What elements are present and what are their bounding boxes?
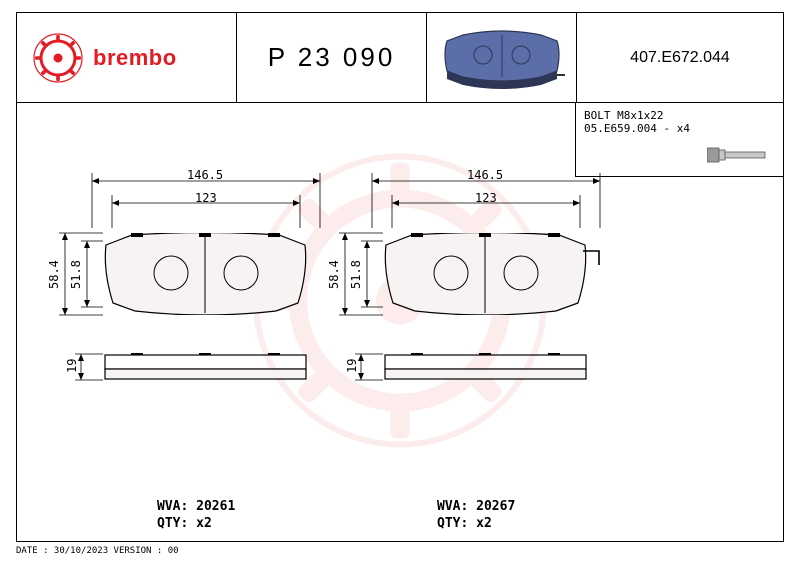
brembo-logo-icon (33, 33, 83, 83)
footer-meta: DATE : 30/10/2023 VERSION : 00 (16, 546, 179, 556)
brand-name: brembo (93, 45, 177, 71)
bolt-icon (707, 145, 769, 168)
dim-outer-width-right-val: 146.5 (467, 168, 503, 182)
bolt-spec-line2: 05.E659.004 - x4 (584, 122, 775, 135)
dim-outer-height-right-val: 58.4 (327, 260, 341, 289)
qty-left: QTY: x2 (157, 516, 235, 533)
dim-inner-height-left-val: 51.8 (69, 260, 83, 289)
pad-front-left (103, 233, 308, 315)
part-number: P 23 090 (237, 13, 427, 102)
dim-outer-height-left-val: 58.4 (47, 260, 61, 289)
wva-left: WVA: 20261 (157, 499, 235, 516)
bolt-spec-line1: BOLT M8x1x22 (584, 109, 775, 122)
dim-thickness-right-val: 19 (345, 359, 359, 373)
pad-side-left (103, 353, 308, 381)
logo-cell: brembo (17, 13, 237, 102)
qty-right: QTY: x2 (437, 516, 515, 533)
drawing-frame: brembo P 23 090 407.E672.044 BOLT M8x1x2… (16, 12, 784, 542)
wva-right: WVA: 20267 (437, 499, 515, 516)
dim-thickness-left-val: 19 (65, 359, 79, 373)
product-render (427, 13, 577, 102)
pad-side-right (383, 353, 588, 381)
bolt-spec-box: BOLT M8x1x22 05.E659.004 - x4 (575, 103, 783, 177)
dim-inner-height-right-val: 51.8 (349, 260, 363, 289)
brake-pad-3d-icon (437, 23, 567, 93)
wva-block-left: WVA: 20261 QTY: x2 (157, 499, 235, 533)
reference-code: 407.E672.044 (577, 13, 783, 102)
title-block: brembo P 23 090 407.E672.044 (17, 13, 783, 103)
dim-inner-width-right-val: 123 (475, 191, 497, 205)
dim-outer-width-left-val: 146.5 (187, 168, 223, 182)
wva-block-right: WVA: 20267 QTY: x2 (437, 499, 515, 533)
pad-front-right (383, 233, 588, 315)
dim-inner-width-left-val: 123 (195, 191, 217, 205)
